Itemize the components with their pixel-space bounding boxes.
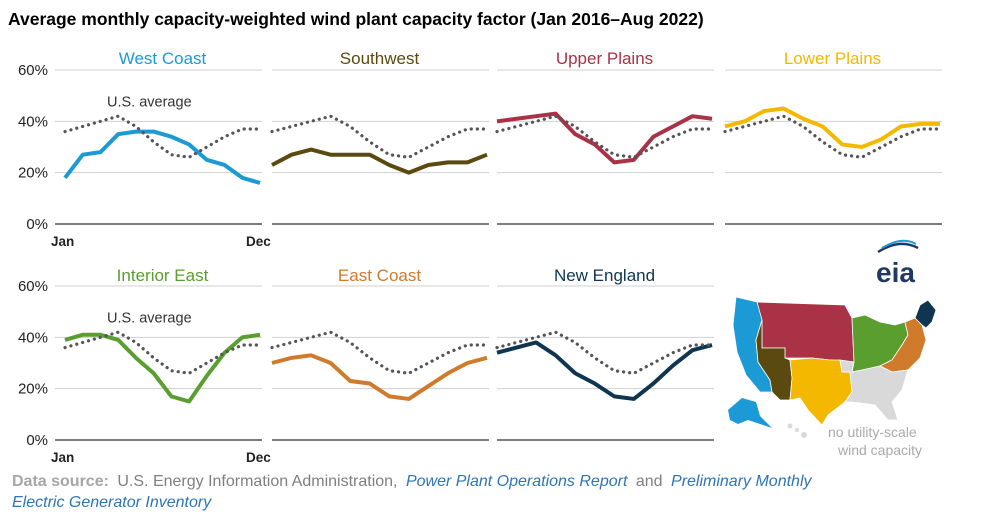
panel-title: New England	[554, 266, 655, 285]
y-tick-label: 0%	[26, 432, 48, 449]
map-note-line2: wind capacity	[837, 442, 922, 458]
x-tick-label: Jan	[51, 450, 74, 465]
y-tick-label: 20%	[18, 165, 48, 182]
series-line-upper-plains	[496, 111, 713, 165]
y-tick-label: 60%	[18, 62, 48, 79]
x-tick-label: Jan	[51, 234, 74, 249]
panel-title: Upper Plains	[556, 49, 653, 68]
map-note-line1: no utility-scale	[828, 424, 917, 440]
y-tick-label: 40%	[18, 113, 48, 130]
us-average-line	[63, 330, 262, 375]
source-link-1[interactable]: Power Plant Operations Report	[406, 473, 628, 490]
chart-title: Average monthly capacity-weighted wind p…	[8, 9, 704, 29]
y-tick-label: 40%	[18, 329, 48, 346]
y-tick-label: 0%	[26, 216, 48, 233]
panel-east-coast: East Coast	[270, 266, 489, 441]
chart-panels: 0% 20% 40% 60% Jan Dec West Coast U.S. average S…	[18, 49, 942, 465]
map-region-new-england	[914, 299, 937, 329]
source-link-2b[interactable]: Electric Generator Inventory	[12, 494, 212, 511]
series-line-southwest	[271, 147, 488, 175]
y-tick-label: 60%	[18, 278, 48, 295]
map-region-alaska	[728, 398, 772, 428]
source-line-2: Electric Generator Inventory	[12, 494, 212, 511]
us-average-line	[495, 114, 714, 159]
panel-title: East Coast	[338, 266, 421, 285]
panel-title: Southwest	[340, 49, 420, 68]
panel-west-coast: 0% 20% 40% 60% Jan Dec West Coast U.S. average	[18, 49, 271, 249]
x-tick-label: Dec	[246, 450, 271, 465]
regions-map: eia no utility-scale wind capacity	[728, 239, 937, 458]
source-link-2a[interactable]: Preliminary Monthly	[671, 473, 812, 490]
series-line-east-coast	[271, 353, 488, 401]
map-region-no-capacity	[839, 359, 909, 421]
series-line-lower-plains	[724, 106, 940, 149]
us-average-line	[723, 114, 942, 159]
us-average-label: U.S. average	[107, 94, 192, 110]
source-line-1: Data source: U.S. Energy Information Adm…	[12, 473, 813, 490]
source-and: and	[636, 473, 663, 490]
eia-logo: eia	[876, 239, 919, 288]
y-tick-label: 20%	[18, 381, 48, 398]
panel-lower-plains: Lower Plains	[723, 49, 942, 225]
us-average-line	[270, 330, 489, 375]
us-average-label: U.S. average	[107, 310, 192, 326]
panel-new-england: New England	[495, 266, 714, 441]
x-tick-label: Dec	[246, 234, 271, 249]
map-region-hawaii	[787, 423, 807, 438]
series-line-west-coast	[63, 129, 261, 185]
series-line-new-england	[496, 340, 713, 401]
us-average-line	[495, 330, 714, 375]
panel-upper-plains: Upper Plains	[495, 49, 714, 225]
panel-title: Interior East	[117, 266, 209, 285]
panel-southwest: Southwest	[270, 49, 489, 225]
us-average-line	[63, 114, 262, 159]
panel-interior-east: 0% 20% 40% 60% Jan Dec Interior East U.S. avera…	[18, 266, 271, 465]
series-line-interior-east	[64, 332, 261, 404]
eia-logo-text: eia	[876, 257, 915, 288]
source-text: U.S. Energy Information Administration,	[117, 473, 397, 490]
panel-title: West Coast	[119, 49, 207, 68]
us-average-line	[270, 114, 489, 159]
panel-title: Lower Plains	[784, 49, 881, 68]
source-label: Data source:	[12, 473, 109, 490]
